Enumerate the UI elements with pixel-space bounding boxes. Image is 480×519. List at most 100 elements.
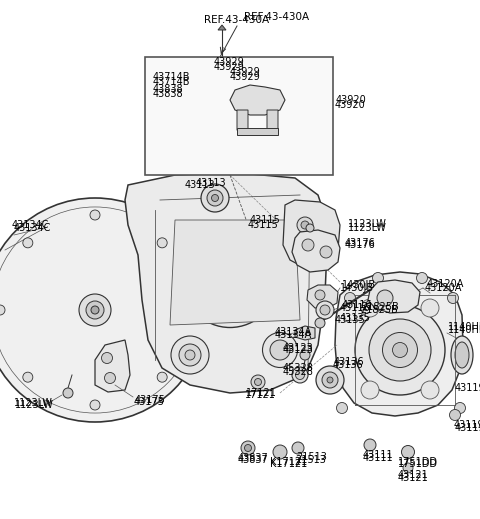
Ellipse shape <box>197 248 263 312</box>
Text: 43136: 43136 <box>333 360 364 370</box>
Text: 1123LW: 1123LW <box>348 219 387 229</box>
Ellipse shape <box>212 195 218 201</box>
Text: 43838: 43838 <box>153 84 184 94</box>
Ellipse shape <box>361 381 379 399</box>
Circle shape <box>244 444 252 452</box>
Text: 43920: 43920 <box>336 95 367 105</box>
Polygon shape <box>307 285 338 308</box>
Text: 1123LW: 1123LW <box>14 398 53 408</box>
Circle shape <box>447 293 458 304</box>
Circle shape <box>372 272 384 283</box>
Circle shape <box>292 367 308 383</box>
Text: 21513: 21513 <box>295 455 326 465</box>
Ellipse shape <box>223 273 237 287</box>
Circle shape <box>336 403 348 414</box>
Circle shape <box>403 463 413 473</box>
Text: 43134A: 43134A <box>275 330 312 340</box>
Circle shape <box>290 67 300 77</box>
Text: 43116: 43116 <box>342 300 372 310</box>
Circle shape <box>90 400 100 410</box>
Text: 43120A: 43120A <box>425 283 462 293</box>
Polygon shape <box>335 272 463 416</box>
Polygon shape <box>125 173 328 393</box>
Text: 43113: 43113 <box>196 178 227 188</box>
Ellipse shape <box>179 344 201 366</box>
Ellipse shape <box>393 343 408 358</box>
Text: REF.43-430A: REF.43-430A <box>244 12 309 22</box>
Text: K17121: K17121 <box>270 459 307 469</box>
Text: 45328: 45328 <box>283 367 314 377</box>
Bar <box>145 57 333 175</box>
Circle shape <box>23 238 33 248</box>
Circle shape <box>401 445 415 458</box>
Text: 1123LW: 1123LW <box>15 400 54 410</box>
Text: 1140HH: 1140HH <box>448 325 480 335</box>
Ellipse shape <box>270 340 290 360</box>
Polygon shape <box>218 25 226 30</box>
Ellipse shape <box>369 319 431 381</box>
Circle shape <box>273 445 287 459</box>
Circle shape <box>296 371 304 379</box>
Circle shape <box>455 403 466 414</box>
Text: 43136: 43136 <box>334 357 365 367</box>
Ellipse shape <box>451 336 473 374</box>
Text: 43116: 43116 <box>340 303 371 313</box>
Text: 1751DD: 1751DD <box>398 459 438 469</box>
Text: 43714B: 43714B <box>153 72 191 82</box>
Polygon shape <box>267 110 278 135</box>
Text: 1140HH: 1140HH <box>448 322 480 332</box>
Ellipse shape <box>421 381 439 399</box>
Circle shape <box>327 377 333 383</box>
Circle shape <box>417 272 428 283</box>
Ellipse shape <box>355 305 445 395</box>
Ellipse shape <box>263 333 298 367</box>
Circle shape <box>306 224 314 232</box>
Circle shape <box>101 352 112 363</box>
Polygon shape <box>237 110 248 135</box>
Circle shape <box>241 441 255 455</box>
Circle shape <box>290 87 300 97</box>
Circle shape <box>322 372 338 388</box>
Circle shape <box>63 388 73 398</box>
Ellipse shape <box>207 190 223 206</box>
Text: 21825B: 21825B <box>361 302 399 312</box>
Circle shape <box>90 210 100 220</box>
Text: 1751DD: 1751DD <box>398 457 438 467</box>
Circle shape <box>297 217 313 233</box>
Circle shape <box>377 290 393 306</box>
Circle shape <box>315 318 325 328</box>
Text: REF.43-430A: REF.43-430A <box>204 15 270 25</box>
Ellipse shape <box>86 301 104 319</box>
Ellipse shape <box>91 306 99 314</box>
Circle shape <box>301 221 309 229</box>
Text: 43111: 43111 <box>363 450 394 460</box>
Text: 43115: 43115 <box>248 220 279 230</box>
Text: 43134C: 43134C <box>14 223 51 233</box>
Text: 43929: 43929 <box>230 67 261 77</box>
Text: 43119: 43119 <box>455 383 480 393</box>
Circle shape <box>191 92 197 98</box>
Ellipse shape <box>185 350 195 360</box>
Text: 1430JB: 1430JB <box>340 283 374 293</box>
Polygon shape <box>295 326 315 340</box>
Ellipse shape <box>201 184 229 212</box>
Circle shape <box>23 372 33 382</box>
Ellipse shape <box>361 299 379 317</box>
Polygon shape <box>237 128 278 135</box>
Circle shape <box>188 89 200 101</box>
Text: 43120A: 43120A <box>427 279 464 289</box>
Text: 43929: 43929 <box>230 72 261 82</box>
Text: 43929: 43929 <box>214 57 245 67</box>
Text: 43121: 43121 <box>398 470 429 480</box>
Text: 21513: 21513 <box>296 452 327 462</box>
Text: 43920: 43920 <box>335 100 366 110</box>
Text: 43838: 43838 <box>153 89 184 99</box>
Text: 1430JB: 1430JB <box>342 280 376 290</box>
Circle shape <box>449 409 460 420</box>
Polygon shape <box>95 340 130 392</box>
Circle shape <box>314 244 322 252</box>
Text: 17121: 17121 <box>245 390 276 400</box>
Circle shape <box>310 240 326 256</box>
Text: 45328: 45328 <box>283 363 314 373</box>
Text: 43837: 43837 <box>238 453 269 463</box>
